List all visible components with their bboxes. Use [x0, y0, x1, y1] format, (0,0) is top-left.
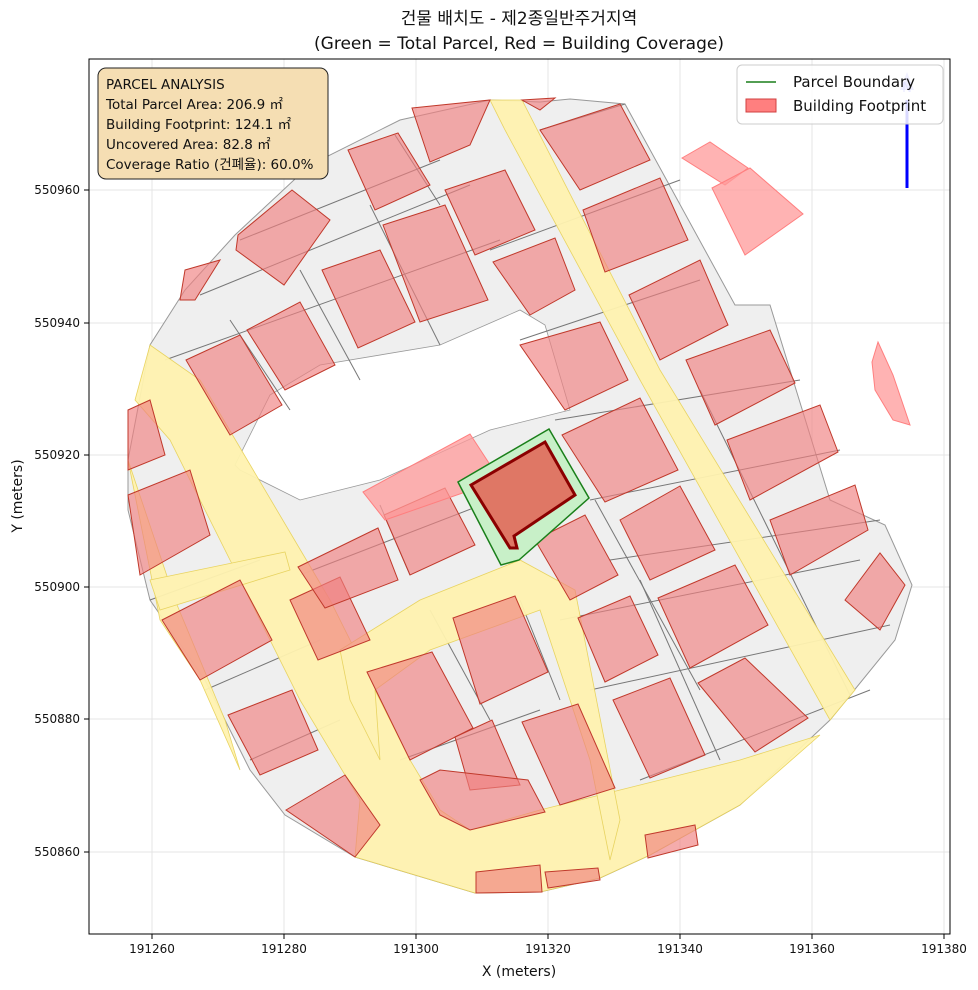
x-tick-label: 191300 [393, 942, 439, 956]
building-footprint [235, 189, 331, 286]
map-title: 건물 배치도 - 제2종일반주거지역 [401, 9, 637, 29]
plot-border [88, 58, 951, 935]
building-footprint [179, 259, 222, 301]
lot-line [199, 184, 471, 296]
building-footprint [612, 677, 706, 779]
building-footprint [227, 689, 319, 776]
building-footprint [246, 301, 336, 391]
map-subtitle: (Green = Total Parcel, Red = Building Co… [314, 34, 724, 54]
road-diagonal-east [489, 99, 856, 721]
building-footprint [844, 552, 906, 631]
building-footprint [347, 132, 431, 211]
info-total-area: Total Parcel Area: 206.9 ㎡ [105, 97, 283, 113]
building-footprint [871, 340, 911, 426]
y-tick-label: 550960 [34, 183, 80, 197]
x-tick-label: 191340 [657, 942, 703, 956]
building-footprint [697, 657, 809, 753]
building-footprint [382, 204, 489, 323]
building-footprint [628, 259, 729, 361]
x-ticks [151, 934, 945, 939]
building-footprint [681, 141, 749, 186]
building-footprint [475, 864, 543, 894]
building-footprint [161, 579, 273, 681]
building-footprint [769, 484, 869, 576]
y-tick-label: 550920 [34, 448, 80, 462]
y-tick-label: 550880 [34, 712, 80, 726]
legend: Parcel Boundary Building Footprint [736, 64, 944, 125]
isolated-buildings [362, 141, 911, 521]
building-footprint [577, 595, 659, 683]
building-footprint [539, 103, 651, 191]
lot-line [639, 579, 721, 761]
building-footprint [452, 595, 549, 705]
legend-frame [736, 64, 944, 125]
building-footprint [285, 774, 381, 858]
building-footprint [657, 564, 769, 669]
y-tick-label: 550860 [34, 845, 80, 859]
info-box: PARCEL ANALYSIS Total Parcel Area: 206.9… [97, 67, 329, 180]
building-footprint [127, 469, 211, 576]
lot-line [299, 269, 361, 381]
building-footprint [366, 651, 474, 761]
building-footprint [127, 399, 166, 471]
y-axis-label: Y (meters) [10, 459, 26, 533]
building-footprint [561, 397, 679, 503]
legend-label-building: Building Footprint [793, 97, 926, 115]
x-tick-label: 191280 [261, 942, 307, 956]
building-footprint [644, 824, 699, 859]
y-tick-label: 550900 [34, 580, 80, 594]
subject-building[interactable] [468, 439, 577, 550]
building-footprint [519, 321, 629, 411]
info-box-frame [97, 67, 329, 180]
building-footprint [444, 169, 536, 256]
x-tick-label: 191360 [789, 942, 835, 956]
road-spur [149, 551, 291, 611]
info-footprint: Building Footprint: 124.1 ㎡ [106, 117, 292, 133]
building-footprint [321, 249, 416, 349]
legend-label-parcel: Parcel Boundary [793, 73, 915, 91]
building-footprint [521, 703, 616, 806]
building-footprint [185, 334, 283, 436]
building-footprint [419, 769, 546, 831]
building-footprint [492, 237, 576, 316]
lot-line [594, 499, 701, 691]
x-tick-label: 191380 [921, 942, 967, 956]
building-footprint [544, 867, 601, 889]
x-tick-label: 191260 [129, 942, 175, 956]
building-footprint [411, 99, 491, 163]
building-footprint [582, 177, 689, 273]
buildings [127, 97, 906, 894]
building-footprint [520, 97, 557, 111]
building-footprint [685, 329, 796, 426]
x-tick-label: 191320 [525, 942, 571, 956]
info-uncovered: Uncovered Area: 82.8 ㎡ [106, 137, 271, 153]
info-heading: PARCEL ANALYSIS [106, 77, 225, 93]
info-coverage-ratio: Coverage Ratio (건폐율): 60.0% [106, 157, 314, 173]
building-footprint [619, 485, 716, 581]
building-footprint [711, 167, 804, 256]
x-axis-label: X (meters) [482, 964, 556, 980]
building-footprint [534, 514, 619, 601]
roads [127, 99, 856, 894]
y-ticks [84, 189, 89, 853]
building-footprint [726, 404, 839, 501]
lot-line [519, 599, 561, 701]
lot-line [589, 624, 891, 691]
building-footprint [297, 527, 399, 609]
legend-swatch-building [745, 98, 777, 113]
y-tick-label: 550940 [34, 316, 80, 330]
